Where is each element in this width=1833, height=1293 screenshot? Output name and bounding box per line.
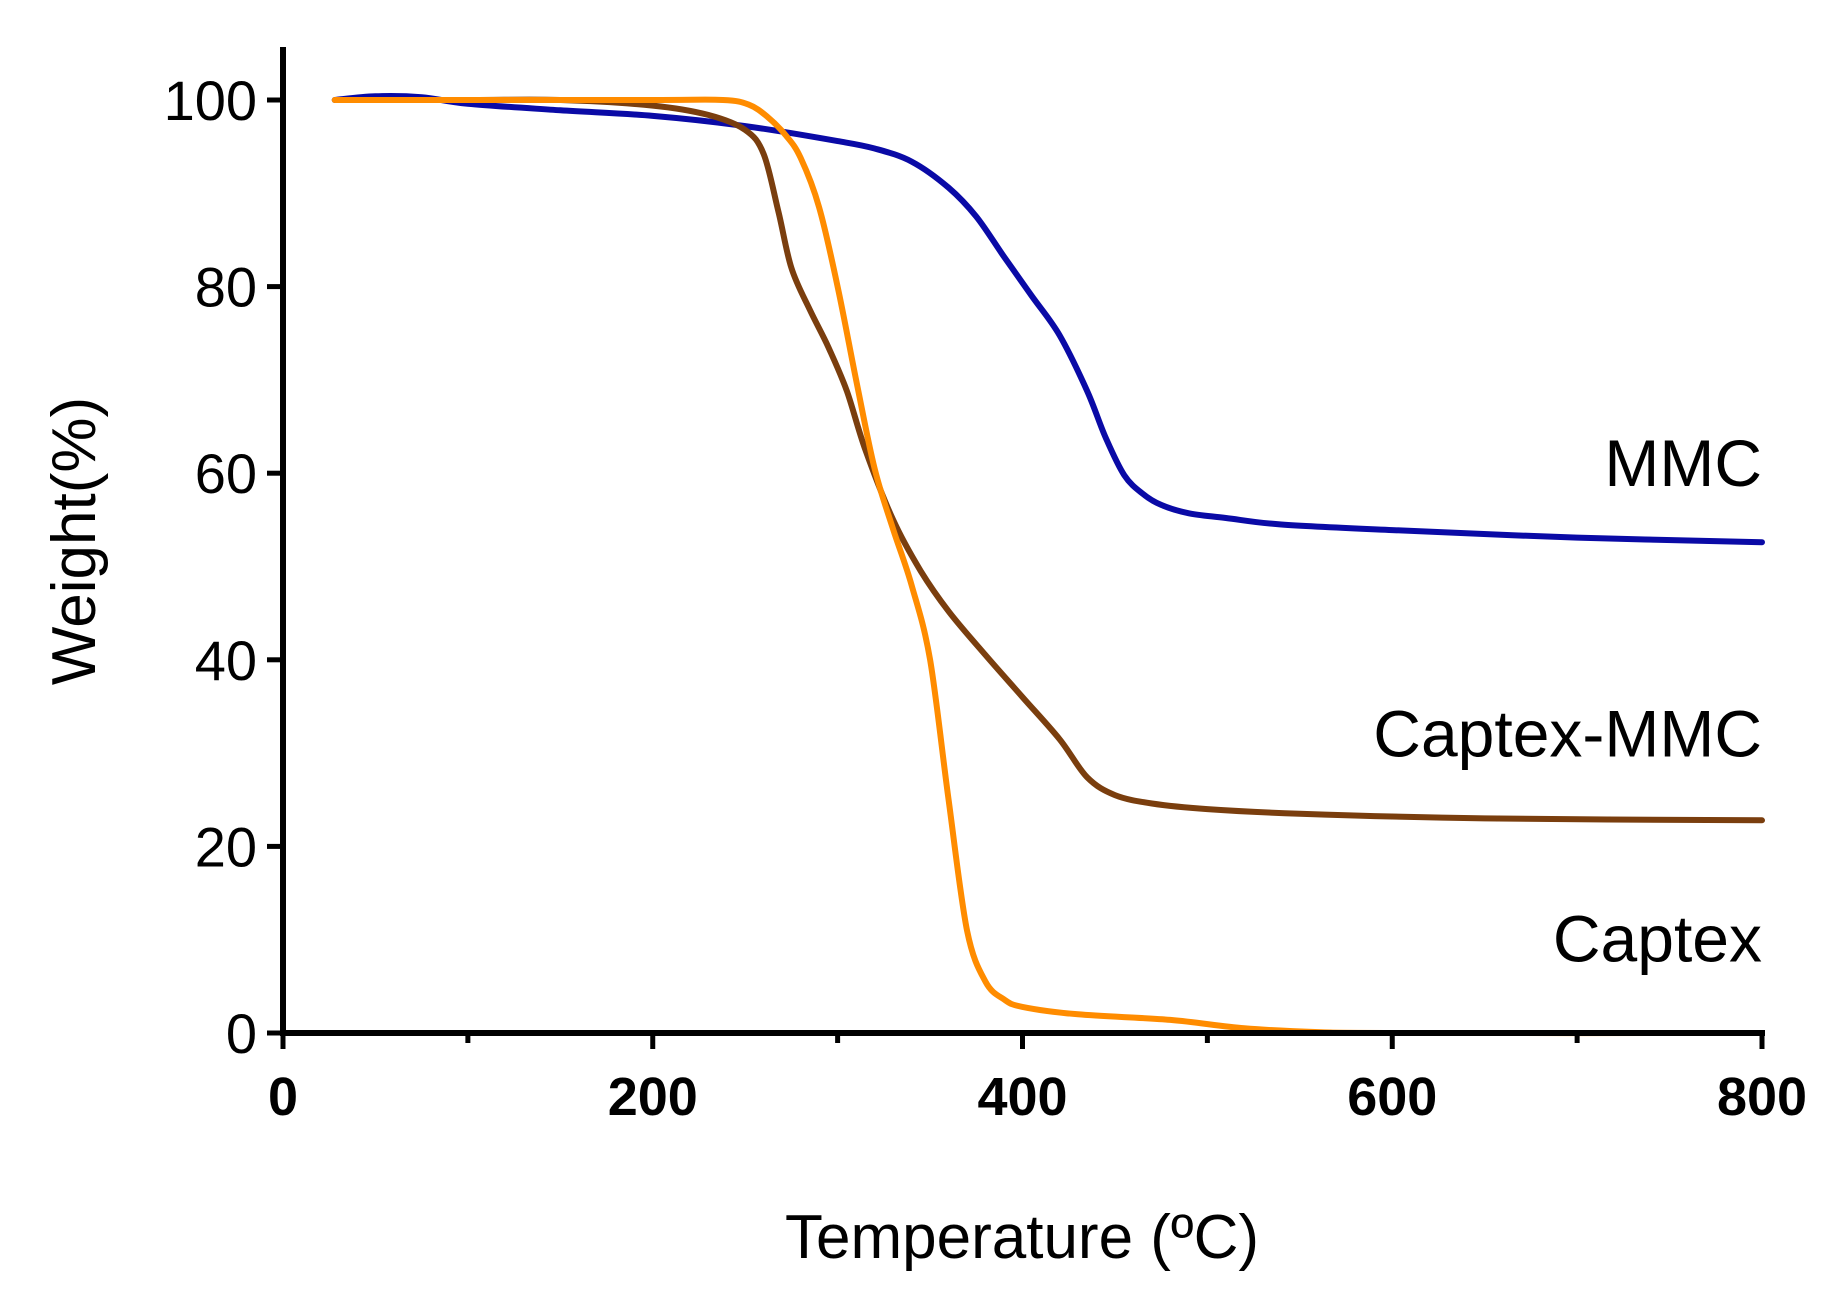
y-tick-label: 20 — [195, 815, 257, 878]
x-tick-label: 0 — [268, 1067, 298, 1127]
axis-ticks: 0 20 40 60 80 100 0 200 400 600 800 — [164, 69, 1807, 1127]
x-tick-label: 200 — [608, 1067, 698, 1127]
series-lines — [331, 93, 1765, 1037]
y-tick-label: 80 — [195, 256, 257, 319]
x-axis-title: Temperature (ºC) — [785, 1203, 1259, 1272]
axes — [280, 47, 1765, 1036]
series-labels: MMC Captex-MMC Captex — [1373, 426, 1762, 976]
y-tick-label: 100 — [164, 69, 257, 132]
series-label-captex-mmc: Captex-MMC — [1373, 696, 1762, 770]
y-axis-title: Weight(%) — [40, 397, 109, 685]
x-tick-label: 400 — [977, 1067, 1067, 1127]
y-tick-label: 40 — [195, 629, 257, 692]
x-tick-label: 800 — [1717, 1067, 1807, 1127]
series-label-mmc: MMC — [1604, 426, 1762, 500]
y-tick-label: 0 — [226, 1002, 257, 1065]
series-label-captex: Captex — [1553, 902, 1762, 976]
series-line-captex — [331, 96, 1765, 1037]
y-tick-label: 60 — [195, 442, 257, 505]
x-tick-label: 600 — [1347, 1067, 1437, 1127]
series-line-mmc — [331, 93, 1765, 546]
